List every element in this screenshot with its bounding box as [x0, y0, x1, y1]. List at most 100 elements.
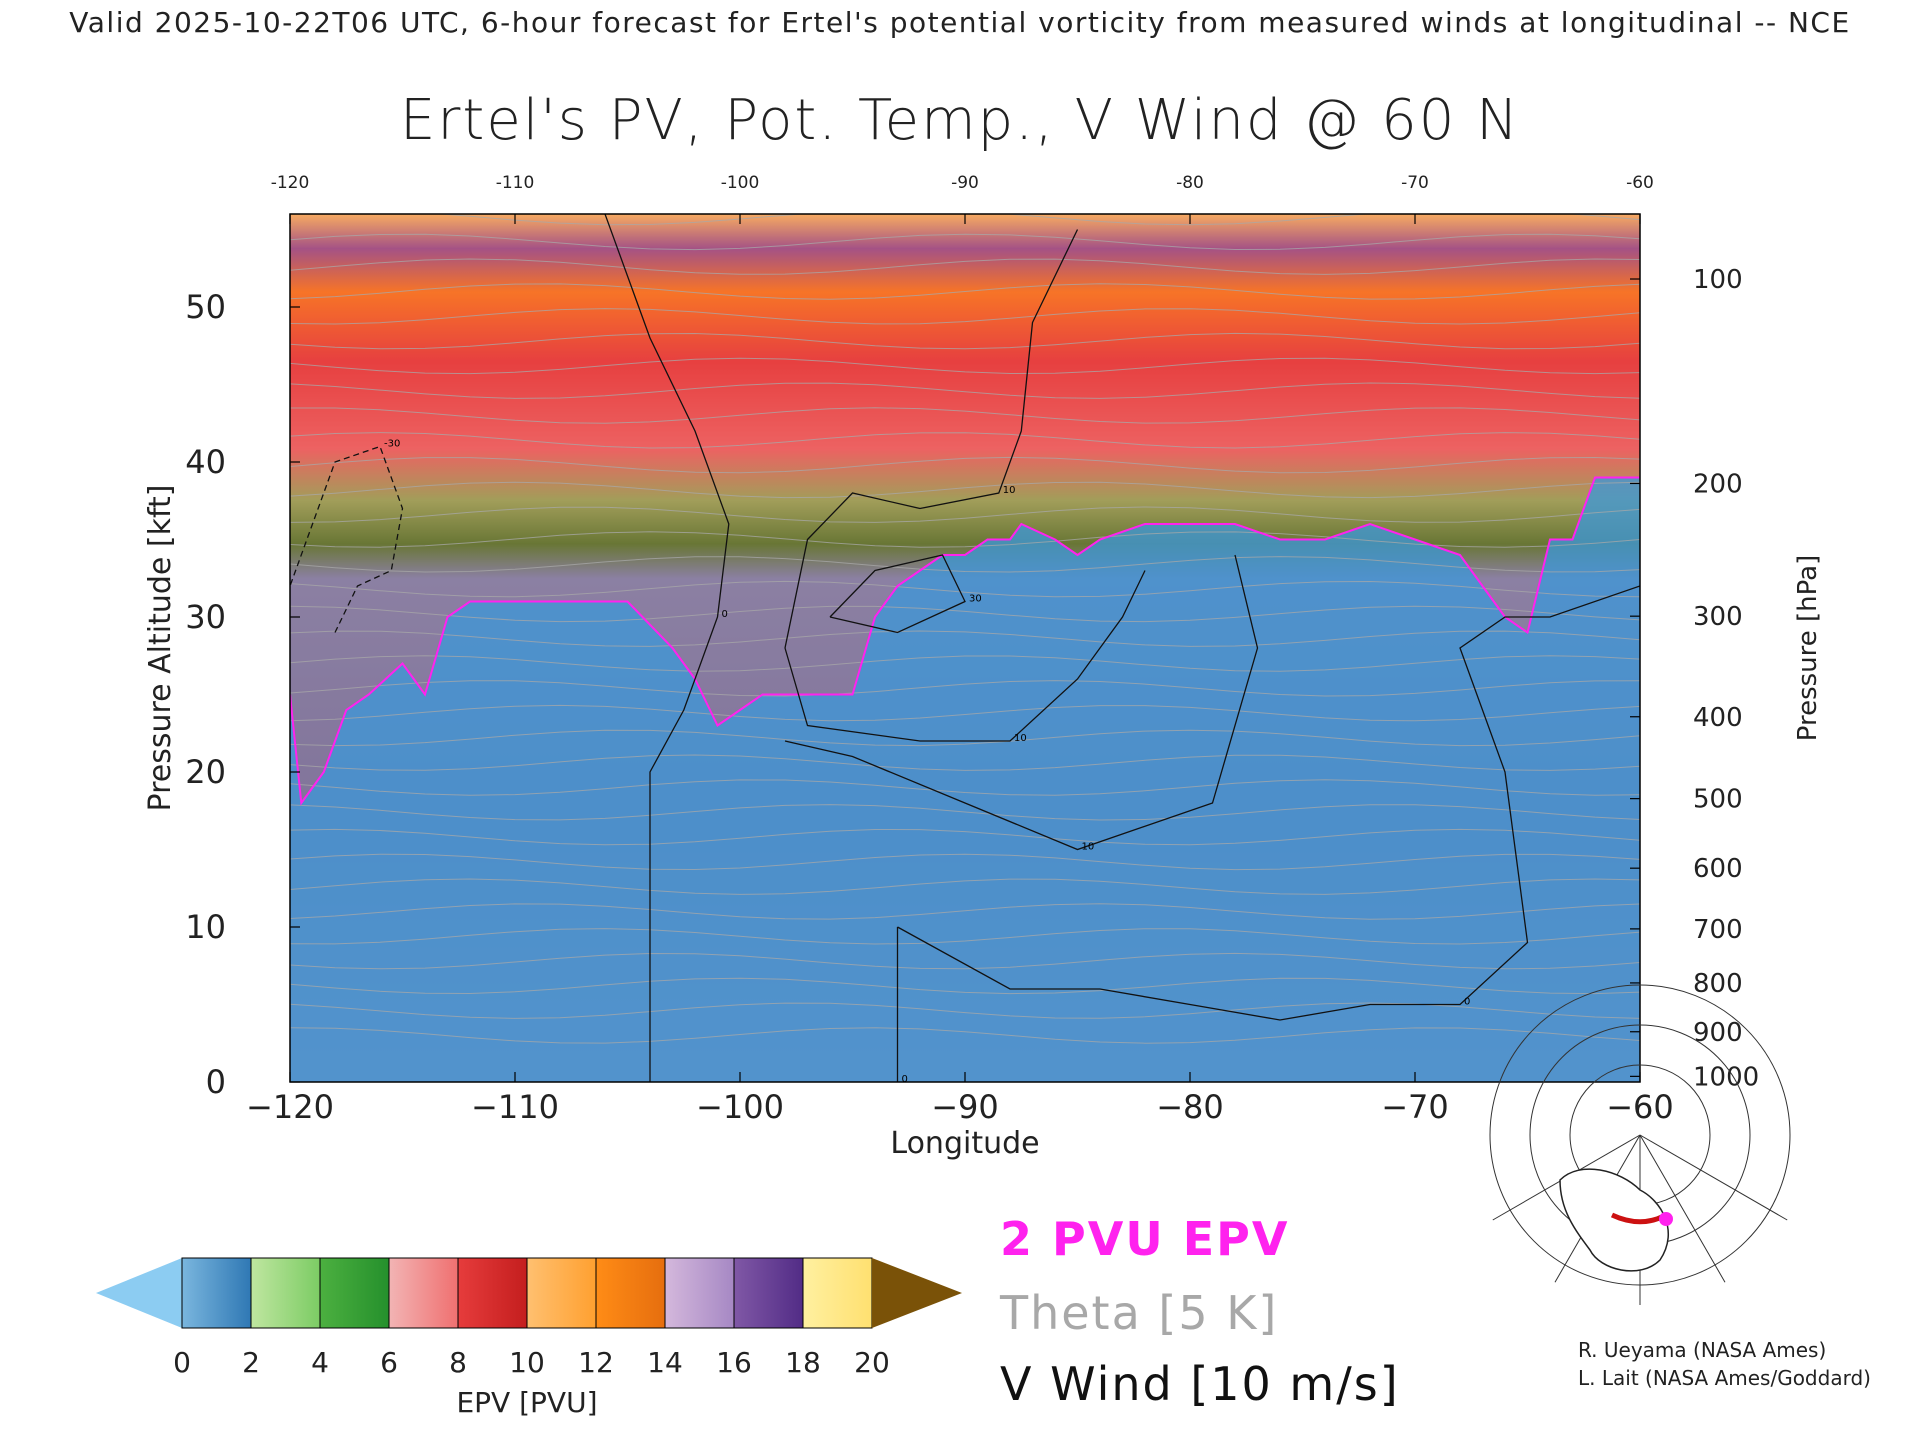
- troposphere-region: [290, 477, 1640, 1082]
- v-wind-contour-label: 30: [969, 594, 982, 605]
- top-tick-label: -70: [1401, 173, 1429, 193]
- colorbar-tick-label: 12: [578, 1346, 614, 1379]
- colorbar-under-arrow: [96, 1258, 182, 1328]
- colorbar-band: [733, 1257, 804, 1329]
- pressure-tick-label: 500: [1693, 785, 1743, 815]
- colorbar-band: [388, 1257, 459, 1329]
- theta-isoline: [290, 357, 1640, 375]
- theta-isoline: [290, 1027, 1640, 1044]
- pressure-tick-label: 900: [1693, 1018, 1743, 1048]
- theta-isoline: [290, 382, 1640, 399]
- theta-isoline: [290, 506, 1640, 523]
- inset-meridian: [1639, 1134, 1726, 1283]
- inset-map: [1489, 984, 1791, 1305]
- pressure-tick-label: 100: [1693, 265, 1743, 295]
- pressure-tick-label: 400: [1693, 703, 1743, 733]
- top-tick-label: -80: [1176, 173, 1204, 193]
- v-wind-contour-label: 0: [722, 609, 728, 620]
- theta-isoline: [290, 630, 1640, 647]
- theta-isoline: [290, 828, 1640, 846]
- theta-isoline: [290, 407, 1640, 424]
- pressure-tick-label: 1000: [1693, 1062, 1759, 1092]
- theta-isoline: [290, 580, 1640, 598]
- credit-line-2: L. Lait (NASA Ames/Goddard): [1578, 1366, 1871, 1390]
- v-wind-contour: [784, 229, 1079, 649]
- colorbar-band: [664, 1257, 735, 1329]
- plot-area: [290, 214, 1640, 1082]
- x-tick-label: −110: [471, 1088, 559, 1126]
- colorbar-tick-label: 10: [509, 1346, 545, 1379]
- y-tick-label: 0: [206, 1063, 226, 1101]
- theta-isoline: [290, 878, 1640, 895]
- y-tick-label: 40: [185, 443, 226, 481]
- colorbar-tick-label: 18: [785, 1346, 821, 1379]
- colorbar-band: [457, 1257, 528, 1329]
- x-tick-label: −70: [1381, 1088, 1449, 1126]
- colorbar-band: [595, 1257, 666, 1329]
- v-wind-contour: [784, 554, 1259, 851]
- pressure-tick-label: 600: [1693, 854, 1743, 884]
- y-tick-label: 10: [185, 908, 226, 946]
- theta-isoline: [290, 531, 1640, 548]
- stratosphere-region: [290, 214, 1640, 803]
- v-wind-contour: [897, 585, 1640, 1021]
- inset-location-marker: [1659, 1212, 1673, 1226]
- theta-isoline: [290, 704, 1640, 722]
- theta-isoline: [290, 308, 1640, 325]
- colorbar-tick-label: 6: [380, 1346, 398, 1379]
- v-wind-contour: [290, 445, 404, 633]
- v-wind-contour: [829, 554, 966, 634]
- top-tick-label: -120: [271, 173, 310, 193]
- colorbar-label: EPV [PVU]: [456, 1386, 597, 1419]
- v-wind-contour-label: 0: [902, 1074, 908, 1085]
- x-tick-label: −120: [246, 1088, 334, 1126]
- theta-isoline: [290, 928, 1640, 945]
- theta-isoline: [290, 754, 1640, 771]
- colorbar-over-arrow: [872, 1258, 962, 1328]
- pressure-tick-label: 300: [1693, 602, 1743, 632]
- theta-isoline: [290, 283, 1640, 300]
- colorbar-band: [802, 1257, 873, 1329]
- y-tick-label: 30: [185, 598, 226, 636]
- colorbar-tick-label: 16: [716, 1346, 752, 1379]
- top-tick-label: -100: [721, 173, 760, 193]
- colorbar-tick-label: 20: [854, 1346, 890, 1379]
- colorbar-band: [319, 1257, 390, 1329]
- pressure-tick-label: 800: [1693, 969, 1743, 999]
- theta-isoline: [290, 804, 1640, 821]
- theta-isoline: [290, 432, 1640, 449]
- theta-isoline: [290, 853, 1640, 871]
- v-wind-contour-label: 10: [1082, 842, 1095, 853]
- x-tick-label: −60: [1606, 1088, 1674, 1126]
- theta-isoline: [290, 655, 1640, 672]
- colorbar-tick-label: 2: [242, 1346, 260, 1379]
- top-tick-label: -60: [1626, 173, 1654, 193]
- pressure-axis-label: Pressure [hPa]: [1793, 555, 1823, 742]
- theta-isoline: [290, 456, 1640, 474]
- theta-isoline: [290, 952, 1640, 970]
- colorbar-tick-label: 14: [647, 1346, 683, 1379]
- colorbar-band: [526, 1257, 597, 1329]
- y-tick-label: 50: [185, 288, 226, 326]
- colorbar-band: [181, 1257, 252, 1329]
- inset-meridian: [1639, 1134, 1788, 1221]
- theta-isoline: [290, 258, 1640, 275]
- colorbar: 0 2 4 6 8 10 12 14 16 18 20 EPV [PVU]: [96, 1257, 962, 1419]
- theta-isoline: [290, 680, 1640, 697]
- tropopause-2pvu-line: [290, 476, 1640, 806]
- v-wind-contour-label: 10: [1003, 485, 1016, 496]
- theta-isoline: [290, 903, 1640, 920]
- theta-isoline: [290, 977, 1640, 995]
- colorbar-tick-label: 4: [311, 1346, 329, 1379]
- chart-title: Ertel's PV, Pot. Temp., V Wind @ 60 N: [399, 88, 1521, 153]
- colorbar-band: [250, 1257, 321, 1329]
- legend-wind-label: V Wind [10 m/s]: [1000, 1357, 1400, 1411]
- v-wind-contour: [784, 570, 1146, 742]
- pressure-tick-label: 200: [1693, 469, 1743, 499]
- contour-layer: 0 10 10 10 30 0 0 -30: [290, 214, 1640, 1085]
- top-tick-label: -110: [496, 173, 535, 193]
- theta-isoline: [290, 779, 1640, 796]
- legend-theta-label: Theta [5 K]: [1000, 1286, 1279, 1340]
- colorbar-tick-label: 8: [449, 1346, 467, 1379]
- axes-layer: −120 -120 −110 -110 −100 -100 −90 -90 −80 -80 −70 -…: [143, 173, 1823, 1161]
